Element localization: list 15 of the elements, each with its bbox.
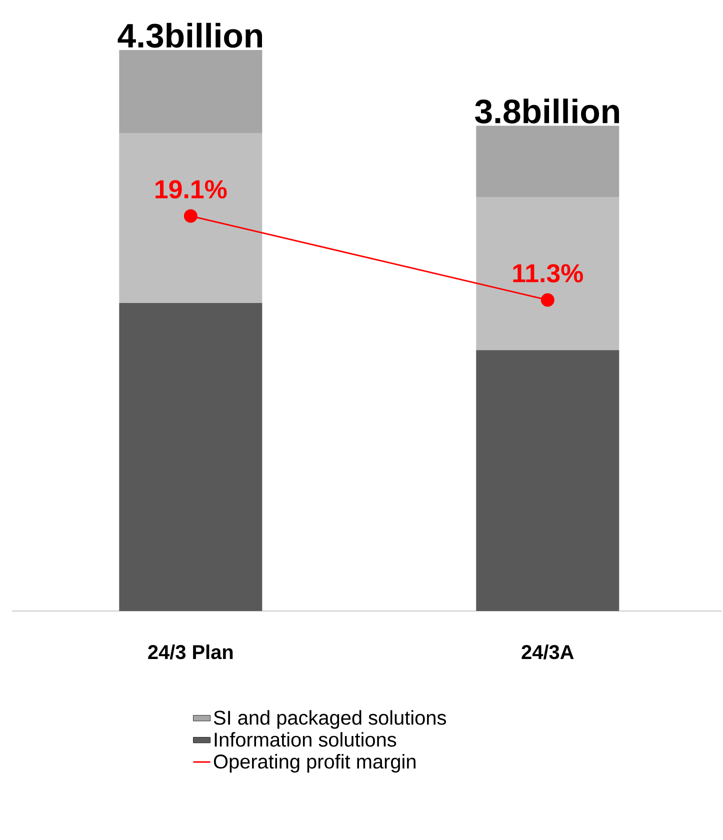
bar bbox=[119, 303, 262, 611]
legend-label: SI and packaged solutions bbox=[214, 710, 446, 729]
bar bbox=[476, 350, 620, 611]
bar bbox=[119, 133, 262, 303]
bar bbox=[476, 196, 620, 350]
data-label: 19.1% bbox=[156, 180, 227, 198]
data-label: 11.3% bbox=[513, 264, 584, 282]
bar bbox=[119, 50, 262, 134]
annotation: 3.8billion bbox=[475, 98, 620, 124]
annotation: 4.3billion bbox=[118, 22, 262, 48]
text: Operating profit margin bbox=[214, 754, 416, 773]
bar bbox=[476, 126, 620, 197]
x-tick-label: 24/3A bbox=[522, 644, 574, 660]
x-tick-label: 24/3 Plan bbox=[148, 644, 233, 660]
legend-label: Information solutions bbox=[215, 732, 396, 747]
